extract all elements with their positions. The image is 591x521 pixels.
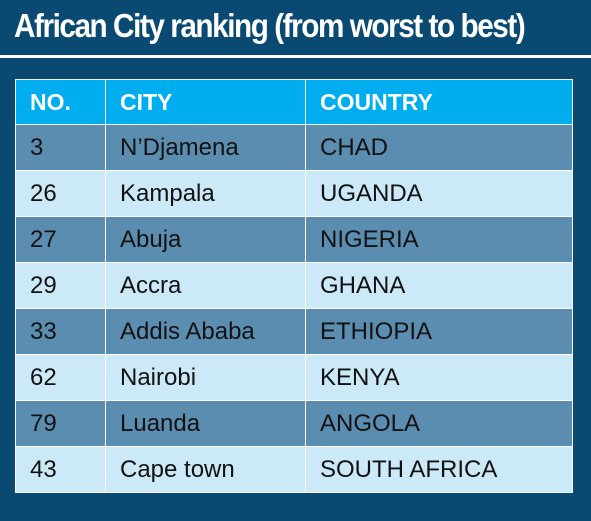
title-divider bbox=[0, 55, 591, 58]
table-row: 62 Nairobi KENYA bbox=[15, 354, 573, 401]
cell-no: 33 bbox=[15, 308, 106, 355]
cell-country: NIGERIA bbox=[305, 216, 573, 263]
table-row: 3 N’Djamena CHAD bbox=[15, 124, 573, 171]
table-row: 33 Addis Ababa ETHIOPIA bbox=[15, 308, 573, 355]
cell-city: Kampala bbox=[105, 170, 306, 217]
city-ranking-table: NO. CITY COUNTRY 3 N’Djamena CHAD 26 Kam… bbox=[15, 79, 573, 493]
cell-no: 27 bbox=[15, 216, 106, 263]
page-title: African City ranking (from worst to best… bbox=[14, 7, 526, 44]
header-no: NO. bbox=[15, 79, 106, 125]
cell-no: 43 bbox=[15, 446, 106, 493]
cell-city: Abuja bbox=[105, 216, 306, 263]
header-country: COUNTRY bbox=[305, 79, 573, 125]
table-row: 29 Accra GHANA bbox=[15, 262, 573, 309]
cell-city: N’Djamena bbox=[105, 124, 306, 171]
cell-country: UGANDA bbox=[305, 170, 573, 217]
cell-no: 26 bbox=[15, 170, 106, 217]
cell-country: CHAD bbox=[305, 124, 573, 171]
cell-city: Nairobi bbox=[105, 354, 306, 401]
cell-city: Addis Ababa bbox=[105, 308, 306, 355]
table-header-row: NO. CITY COUNTRY bbox=[15, 79, 573, 125]
cell-country: ANGOLA bbox=[305, 400, 573, 447]
cell-country: GHANA bbox=[305, 262, 573, 309]
cell-city: Luanda bbox=[105, 400, 306, 447]
cell-no: 62 bbox=[15, 354, 106, 401]
header-city: CITY bbox=[105, 79, 306, 125]
cell-country: SOUTH AFRICA bbox=[305, 446, 573, 493]
cell-country: ETHIOPIA bbox=[305, 308, 573, 355]
cell-no: 79 bbox=[15, 400, 106, 447]
cell-country: KENYA bbox=[305, 354, 573, 401]
cell-city: Cape town bbox=[105, 446, 306, 493]
table-row: 26 Kampala UGANDA bbox=[15, 170, 573, 217]
table-row: 27 Abuja NIGERIA bbox=[15, 216, 573, 263]
table-row: 79 Luanda ANGOLA bbox=[15, 400, 573, 447]
cell-no: 29 bbox=[15, 262, 106, 309]
table-row: 43 Cape town SOUTH AFRICA bbox=[15, 446, 573, 493]
cell-city: Accra bbox=[105, 262, 306, 309]
cell-no: 3 bbox=[15, 124, 106, 171]
